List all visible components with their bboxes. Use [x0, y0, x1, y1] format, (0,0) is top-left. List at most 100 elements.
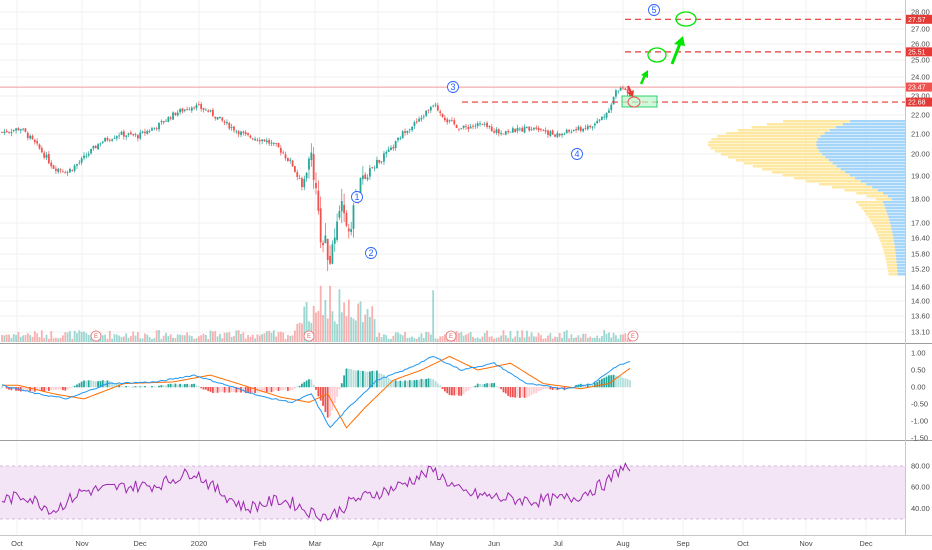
candle[interactable]	[319, 208, 322, 243]
candle[interactable]	[132, 133, 135, 136]
candle[interactable]	[43, 152, 46, 158]
candle[interactable]	[563, 133, 566, 135]
candle[interactable]	[270, 142, 273, 144]
candle[interactable]	[31, 135, 34, 139]
candle[interactable]	[441, 113, 444, 118]
candle[interactable]	[108, 139, 111, 141]
candle[interactable]	[106, 138, 109, 141]
price-tag[interactable]: 27.57	[906, 14, 932, 24]
candle[interactable]	[455, 125, 458, 129]
candle[interactable]	[361, 175, 364, 180]
candle[interactable]	[446, 119, 449, 123]
candle[interactable]	[530, 129, 533, 130]
candle[interactable]	[448, 120, 451, 122]
candle[interactable]	[33, 139, 36, 143]
candle[interactable]	[26, 132, 29, 139]
candle[interactable]	[73, 165, 76, 171]
candle[interactable]	[436, 105, 439, 111]
candle[interactable]	[242, 131, 245, 133]
candle[interactable]	[66, 171, 69, 173]
candle[interactable]	[158, 122, 160, 130]
candle[interactable]	[244, 132, 247, 135]
candle[interactable]	[565, 129, 568, 134]
candle[interactable]	[69, 168, 71, 173]
candle[interactable]	[5, 130, 8, 133]
candle[interactable]	[122, 131, 125, 137]
candle[interactable]	[497, 129, 500, 134]
candle[interactable]	[78, 162, 81, 164]
price-tag[interactable]: 22.68	[906, 97, 932, 107]
candle[interactable]	[331, 244, 334, 264]
candle[interactable]	[209, 110, 212, 112]
candle[interactable]	[350, 229, 353, 233]
earnings-marker[interactable]: E	[90, 330, 102, 342]
candle[interactable]	[228, 122, 231, 129]
candle[interactable]	[104, 137, 107, 142]
candle[interactable]	[352, 205, 355, 229]
candle[interactable]	[179, 109, 181, 113]
candle[interactable]	[22, 128, 24, 130]
candle[interactable]	[190, 107, 193, 111]
candle[interactable]	[254, 138, 256, 141]
candle[interactable]	[535, 127, 538, 129]
candle[interactable]	[57, 168, 60, 172]
candle[interactable]	[390, 147, 392, 151]
candle[interactable]	[167, 116, 170, 122]
candle[interactable]	[207, 110, 210, 112]
candle[interactable]	[148, 130, 151, 132]
candle[interactable]	[364, 174, 367, 179]
candle[interactable]	[144, 131, 146, 134]
candle[interactable]	[101, 141, 104, 143]
candle[interactable]	[507, 130, 510, 133]
candle[interactable]	[418, 118, 421, 122]
candle[interactable]	[605, 112, 608, 118]
candle[interactable]	[146, 130, 149, 135]
candle[interactable]	[294, 166, 296, 172]
candle[interactable]	[383, 153, 385, 162]
candle[interactable]	[603, 116, 606, 118]
wave-label-4[interactable]: 4	[571, 148, 583, 160]
candle[interactable]	[394, 141, 397, 148]
candle[interactable]	[558, 133, 561, 136]
candle[interactable]	[516, 127, 519, 132]
candle[interactable]	[94, 145, 97, 149]
candle[interactable]	[195, 104, 198, 109]
candle[interactable]	[474, 125, 477, 127]
candle[interactable]	[465, 126, 467, 127]
entry-circle[interactable]	[627, 96, 641, 108]
candle[interactable]	[36, 141, 39, 144]
candle[interactable]	[434, 104, 437, 106]
candle[interactable]	[324, 235, 327, 243]
candle[interactable]	[598, 119, 601, 121]
candle[interactable]	[488, 125, 491, 128]
candle[interactable]	[413, 122, 416, 126]
candle[interactable]	[258, 140, 261, 142]
candle[interactable]	[338, 211, 341, 218]
candle[interactable]	[385, 152, 388, 154]
candle[interactable]	[214, 116, 217, 119]
candle[interactable]	[221, 117, 224, 121]
candle[interactable]	[596, 120, 599, 124]
candle[interactable]	[493, 131, 495, 133]
candle[interactable]	[378, 159, 381, 163]
candle[interactable]	[204, 109, 207, 111]
price-tag[interactable]: 25.51	[906, 47, 932, 57]
axes[interactable]: 28.0027.0026.0025.0024.0023.0022.0021.00…	[11, 8, 932, 549]
candle[interactable]	[47, 154, 50, 164]
candle[interactable]	[577, 126, 580, 130]
candle[interactable]	[556, 133, 559, 137]
candle[interactable]	[345, 213, 348, 226]
candle[interactable]	[291, 160, 294, 167]
candle[interactable]	[486, 122, 488, 127]
candle[interactable]	[479, 123, 481, 125]
candle[interactable]	[322, 242, 324, 246]
candle[interactable]	[141, 131, 144, 133]
candle[interactable]	[518, 128, 521, 130]
candle[interactable]	[113, 138, 116, 139]
candle[interactable]	[120, 131, 123, 135]
candle[interactable]	[420, 117, 423, 120]
candle[interactable]	[584, 127, 587, 129]
target-circle[interactable]	[647, 47, 667, 63]
candle[interactable]	[12, 130, 15, 131]
candle[interactable]	[540, 129, 542, 130]
